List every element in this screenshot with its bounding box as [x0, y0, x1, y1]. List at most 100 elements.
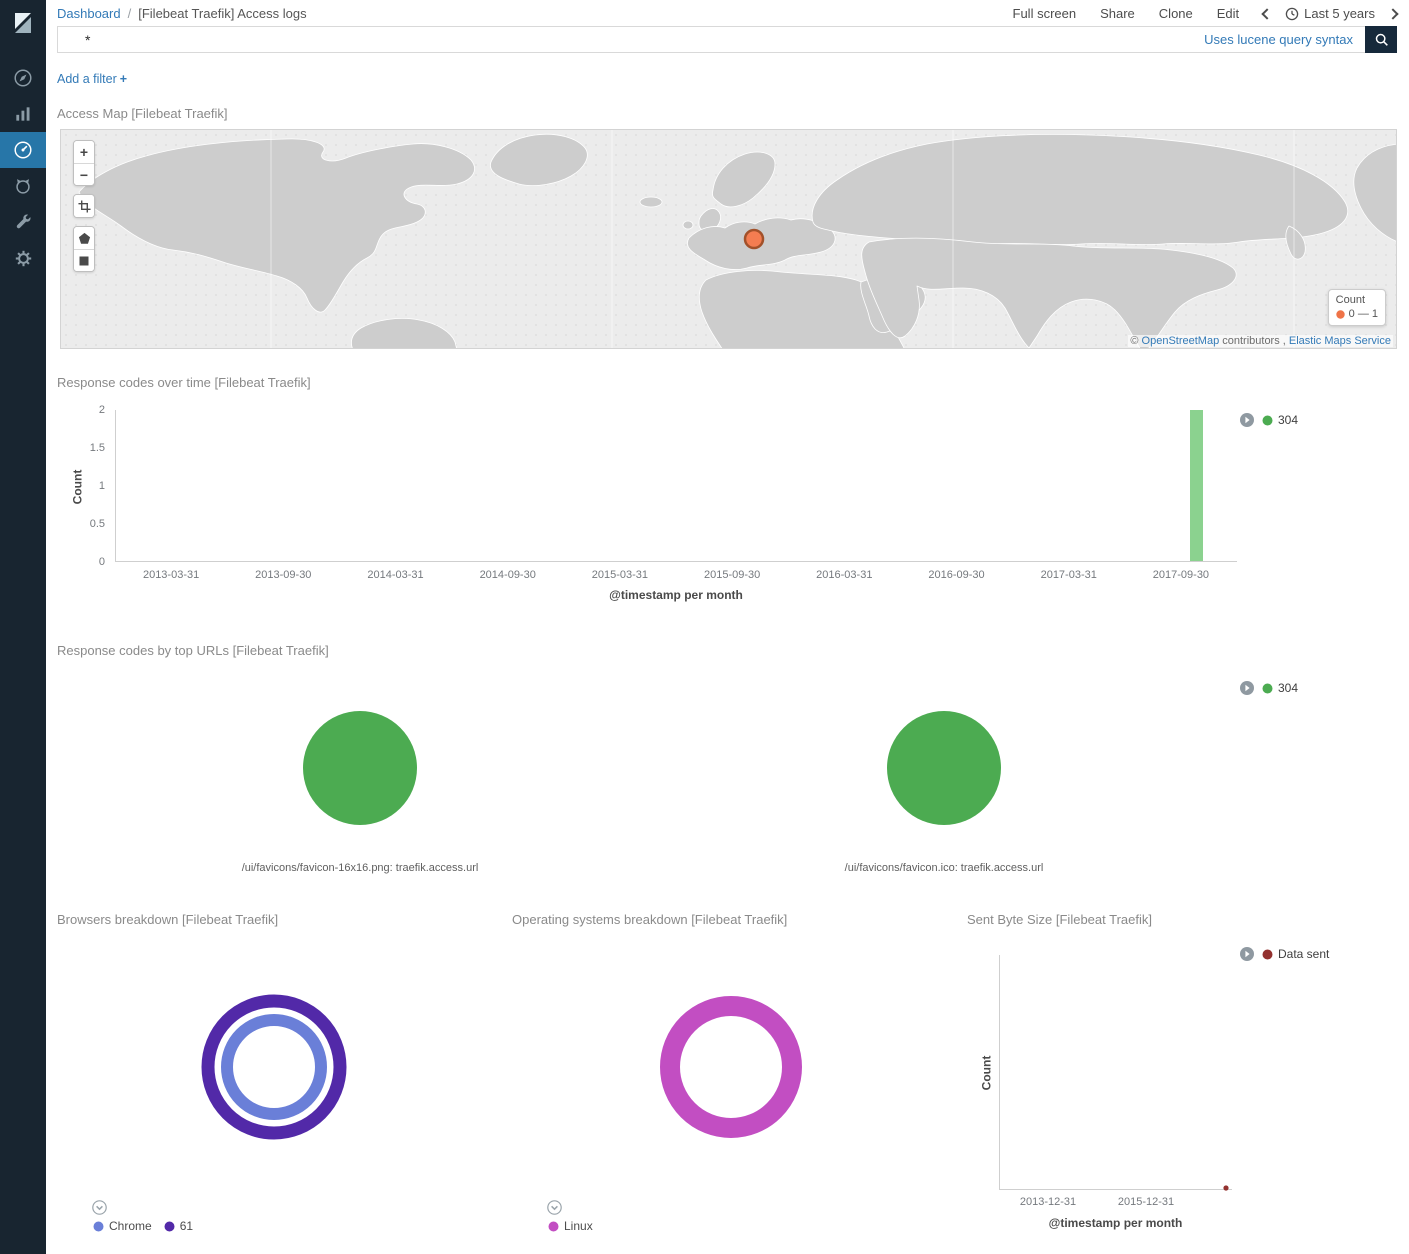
- x-axis-ticks: 2013-12-31 2015-12-31: [999, 1196, 1232, 1210]
- panel-title: Response codes over time [Filebeat Traef…: [57, 375, 311, 390]
- legend-expand-button[interactable]: [547, 1200, 562, 1215]
- legend-toggle-icon[interactable]: [1240, 947, 1254, 961]
- donut-ring-linux[interactable]: [660, 996, 802, 1138]
- breadcrumb: Dashboard / [Filebeat Traefik] Access lo…: [57, 6, 307, 21]
- panel-title: Response codes by top URLs [Filebeat Tra…: [57, 643, 329, 658]
- x-tick: 2017-03-31: [1040, 569, 1097, 581]
- zoom-out-button[interactable]: −: [74, 163, 94, 185]
- legend-label: Data sent: [1278, 947, 1330, 961]
- time-navigation: Last 5 years: [1261, 6, 1399, 21]
- panel-title: Operating systems breakdown [Filebeat Tr…: [512, 912, 788, 927]
- y-tick: 0.5: [89, 518, 105, 530]
- chart-legend: Chrome 61: [93, 1219, 193, 1233]
- full-screen-button[interactable]: Full screen: [1012, 6, 1077, 21]
- legend-expand-button[interactable]: [92, 1200, 107, 1215]
- x-tick: 2016-03-31: [816, 569, 873, 581]
- crop-icon: [77, 199, 91, 213]
- search-icon: [1375, 33, 1388, 46]
- draw-rectangle-button[interactable]: [74, 249, 94, 271]
- x-tick: 2013-09-30: [255, 569, 312, 581]
- add-filter-plus-icon[interactable]: +: [119, 72, 128, 86]
- filter-bar: Add a filter +: [57, 72, 1409, 86]
- legend-toggle-icon[interactable]: [1240, 681, 1254, 695]
- edit-button[interactable]: Edit: [1216, 6, 1240, 21]
- map-legend-range: 0 — 1: [1348, 308, 1378, 320]
- legend-item-data-sent[interactable]: Data sent: [1262, 947, 1329, 961]
- legend-item-chrome[interactable]: Chrome: [93, 1219, 152, 1233]
- geo-point-marker[interactable]: [743, 228, 765, 250]
- sidebar-item-timelion[interactable]: [0, 168, 46, 204]
- compass-icon: [14, 69, 32, 87]
- panel-access-map: Access Map [Filebeat Traefik]: [57, 100, 1397, 349]
- pie-slice-304[interactable]: [887, 711, 1001, 825]
- sidebar-item-dashboard[interactable]: [0, 132, 46, 168]
- clock-icon: [1285, 7, 1299, 20]
- panel-browsers-breakdown: Browsers breakdown [Filebeat Traefik]: [57, 906, 512, 1254]
- gauge-icon: [14, 141, 32, 159]
- pie-label: /ui/favicons/favicon-16x16.png: traefik.…: [241, 862, 479, 874]
- panel-response-codes-over-time: Response codes over time [Filebeat Traef…: [57, 369, 1403, 614]
- legend-item-61[interactable]: 61: [164, 1219, 193, 1233]
- panel-response-codes-by-top-urls: Response codes by top URLs [Filebeat Tra…: [57, 637, 1403, 887]
- map-draw-controls: [73, 226, 95, 272]
- draw-polygon-button[interactable]: [74, 227, 94, 249]
- kibana-logo-icon: [15, 13, 31, 33]
- share-button[interactable]: Share: [1100, 6, 1135, 21]
- os-donut-chart: [656, 992, 806, 1147]
- bar-2017-09-30[interactable]: [1189, 410, 1203, 561]
- kibana-logo[interactable]: [0, 0, 46, 46]
- donut-ring-61[interactable]: [201, 994, 347, 1140]
- contributors-text: contributors ,: [1222, 335, 1286, 347]
- panel-sent-byte-size: Sent Byte Size [Filebeat Traefik] Data s…: [967, 906, 1403, 1254]
- main-content: Dashboard / [Filebeat Traefik] Access lo…: [46, 0, 1409, 1254]
- time-forward-button[interactable]: [1387, 7, 1399, 20]
- sidebar-item-discover[interactable]: [0, 60, 46, 96]
- chart-legend: 304: [1240, 413, 1298, 427]
- add-filter-link[interactable]: Add a filter: [57, 72, 117, 86]
- time-picker-button[interactable]: Last 5 years: [1285, 6, 1375, 21]
- zoom-in-button[interactable]: +: [74, 141, 94, 163]
- query-input[interactable]: [58, 27, 1205, 52]
- pie-label: /ui/favicons/favicon.ico: traefik.access…: [844, 862, 1044, 874]
- time-back-button[interactable]: [1261, 7, 1273, 20]
- x-tick: 2013-03-31: [142, 569, 200, 581]
- openstreetmap-link[interactable]: OpenStreetMap: [1141, 335, 1220, 347]
- sidebar-item-visualize[interactable]: [0, 96, 46, 132]
- legend-item-304[interactable]: 304: [1262, 681, 1298, 695]
- x-tick: 2015-12-31: [1117, 1196, 1175, 1208]
- sidebar-item-management[interactable]: [0, 240, 46, 276]
- chevron-down-icon: [92, 1200, 107, 1215]
- lucene-syntax-link[interactable]: Uses lucene query syntax: [1204, 32, 1353, 47]
- legend-item-linux[interactable]: Linux: [548, 1219, 593, 1233]
- y-tick: 2: [98, 404, 105, 416]
- clone-button[interactable]: Clone: [1158, 6, 1193, 21]
- search-button[interactable]: [1365, 26, 1397, 53]
- x-axis-ticks: 2013-03-31 2013-09-30 2014-03-31 2014-09…: [115, 569, 1237, 581]
- data-sent-point[interactable]: [1223, 1185, 1229, 1191]
- chart-legend: Linux: [548, 1219, 593, 1233]
- access-map[interactable]: + −: [60, 129, 1397, 349]
- legend-dot-icon: [1335, 309, 1345, 319]
- x-axis-title: @timestamp per month: [1048, 1216, 1183, 1230]
- pie-slice-304[interactable]: [303, 711, 417, 825]
- donut-ring-chrome[interactable]: [221, 1014, 327, 1120]
- sidebar-item-dev-tools[interactable]: [0, 204, 46, 240]
- pie-favicon-ico: /ui/favicons/favicon.ico: traefik.access…: [734, 711, 1154, 874]
- gear-icon: [15, 250, 31, 266]
- legend-item-304[interactable]: 304: [1262, 413, 1298, 427]
- y-axis-title: Count: [979, 1055, 994, 1091]
- map-attribution: © OpenStreetMap contributors , Elastic M…: [1128, 335, 1393, 347]
- elastic-maps-service-link[interactable]: Elastic Maps Service: [1288, 335, 1391, 347]
- crop-button[interactable]: [74, 195, 94, 217]
- pie-favicon-16x16: /ui/favicons/favicon-16x16.png: traefik.…: [150, 711, 570, 874]
- x-tick: 2015-03-31: [591, 569, 649, 581]
- breadcrumb-current: [Filebeat Traefik] Access logs: [138, 6, 307, 21]
- polygon-icon: [78, 232, 90, 244]
- legend-toggle-icon[interactable]: [1240, 413, 1254, 427]
- panel-title: Access Map [Filebeat Traefik]: [57, 106, 228, 121]
- legend-dot-icon: [1262, 949, 1273, 959]
- legend-label: 61: [179, 1219, 194, 1233]
- breadcrumb-dashboard-link[interactable]: Dashboard: [57, 6, 121, 21]
- pie-chart: [887, 711, 1001, 825]
